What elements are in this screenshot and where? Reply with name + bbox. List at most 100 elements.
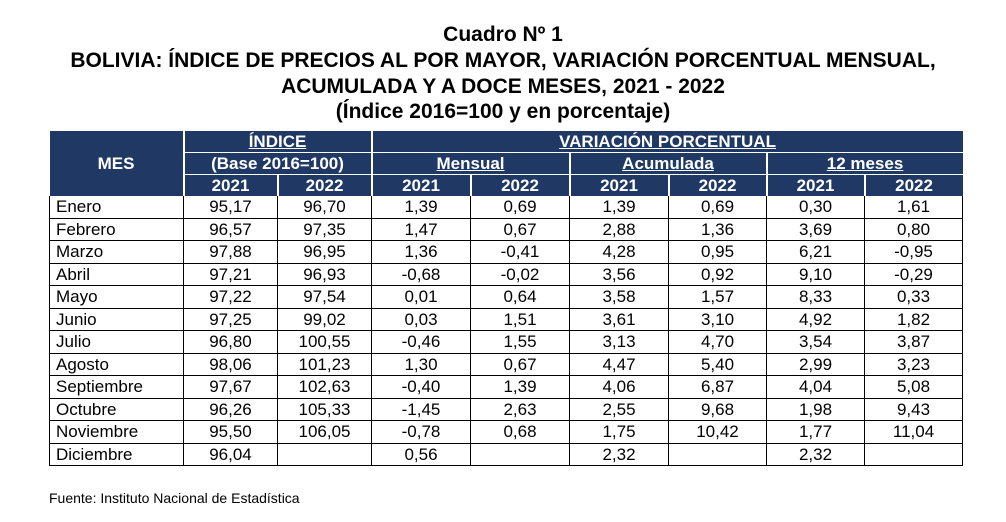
header-doce-meses-label: 12 meses [826,154,904,173]
value-cell: 3,23 [864,353,964,376]
value-cell: 1,98 [766,398,865,421]
table-number: Cuadro Nº 1 [443,23,563,46]
value-cell: 0,30 [766,196,865,219]
value-cell: 4,47 [569,353,669,376]
value-cell: 3,13 [569,330,669,354]
value-cell: 3,10 [668,308,767,331]
month-cell: Septiembre [49,375,184,399]
value-cell: 2,88 [569,218,669,241]
value-cell: 96,93 [277,263,372,286]
value-cell: 3,87 [864,330,964,354]
value-cell: -0,68 [371,263,471,286]
value-cell: 3,58 [569,285,669,309]
month-cell: Febrero [49,218,184,241]
month-cell: Junio [49,308,184,331]
value-cell: 1,75 [569,420,669,444]
value-cell: 105,33 [277,398,372,421]
value-cell: 3,56 [569,263,669,286]
month-cell: Marzo [49,240,184,264]
value-cell: 1,39 [569,196,669,219]
value-cell: 2,55 [569,398,669,421]
value-cell: 97,67 [183,375,278,399]
table-row: Enero 95,17 96,70 1,39 0,69 1,39 0,69 0,30 1,61 [49,196,964,219]
value-cell: 0,33 [864,285,964,309]
month-cell: Julio [49,330,184,354]
value-cell: 95,17 [183,196,278,219]
value-cell: -0,29 [864,263,964,286]
table-row: Septiembre 97,67 102,63 -0,40 1,39 4,06 6,87 4,… [49,375,964,399]
value-cell: 1,47 [371,218,471,241]
value-cell: 0,92 [668,263,767,286]
month-cell: Abril [49,263,184,286]
value-cell [668,443,767,466]
value-cell: 97,25 [183,308,278,331]
value-cell: 96,57 [183,218,278,241]
header-variacion: VARIACIÓN PORCENTUAL [371,131,963,153]
header-year: 2022 [470,174,571,196]
header-base: (Base 2016=100) [183,152,373,175]
table-body: Enero 95,17 96,70 1,39 0,69 1,39 0,69 0,30 1,61 F… [49,196,964,466]
value-cell: 1,39 [470,375,570,399]
value-cell: 98,06 [183,353,278,376]
value-cell: 95,50 [183,420,278,444]
header-mensual-label: Mensual [436,154,505,173]
value-cell: 10,42 [668,420,767,444]
value-cell: 0,03 [371,308,471,331]
table-row: Agosto 98,06 101,23 1,30 0,67 4,47 5,40 2,99 3,2… [49,353,964,376]
month-cell: Noviembre [49,420,184,444]
value-cell: 97,54 [277,285,372,309]
value-cell: 0,67 [470,218,570,241]
header-year: 2021 [569,174,670,196]
value-cell: 0,68 [470,420,570,444]
table-row: Mayo 97,22 97,54 0,01 0,64 3,58 1,57 8,33 0,33 [49,285,964,309]
table-row: Abril 97,21 96,93 -0,68 -0,02 3,56 0,92 9,10 -0,… [49,263,964,286]
value-cell: 102,63 [277,375,372,399]
header-indice-label: ÍNDICE [248,132,307,151]
header-mensual: Mensual [371,152,571,175]
table-row: Junio 97,25 99,02 0,03 1,51 3,61 3,10 4,92 1,82 [49,308,964,331]
value-cell: 96,04 [183,443,278,466]
header-acumulada: Acumulada [569,152,768,175]
month-cell: Mayo [49,285,184,309]
value-cell: 97,22 [183,285,278,309]
month-cell: Enero [49,196,184,219]
table-row: Febrero 96,57 97,35 1,47 0,67 2,88 1,36 3,69 0,8… [49,218,964,241]
header-year: 2022 [277,174,373,196]
value-cell: 4,70 [668,330,767,354]
header-mes: MES [49,131,185,196]
value-cell: 0,01 [371,285,471,309]
value-cell: 101,23 [277,353,372,376]
value-cell: 3,54 [766,330,865,354]
value-cell: 6,87 [668,375,767,399]
header-year: 2022 [864,174,963,196]
value-cell: -0,41 [470,240,570,264]
value-cell: 4,28 [569,240,669,264]
value-cell: 0,67 [470,353,570,376]
value-cell [277,443,372,466]
value-cell: 1,61 [864,196,964,219]
month-cell: Agosto [49,353,184,376]
value-cell: -0,40 [371,375,471,399]
value-cell: 0,69 [470,196,570,219]
header-year: 2022 [668,174,768,196]
value-cell: 1,77 [766,420,865,444]
value-cell: 96,80 [183,330,278,354]
value-cell: 3,61 [569,308,669,331]
table-title-block: Cuadro Nº 1 BOLIVIA: ÍNDICE DE PRECIOS A… [0,22,1006,124]
value-cell: 100,55 [277,330,372,354]
value-cell: 1,39 [371,196,471,219]
value-cell: 4,04 [766,375,865,399]
value-cell: 0,64 [470,285,570,309]
header-acumulada-label: Acumulada [622,154,714,173]
value-cell: 1,82 [864,308,964,331]
table-title-line-1: BOLIVIA: ÍNDICE DE PRECIOS AL POR MAYOR,… [70,49,936,72]
value-cell: 2,32 [569,443,669,466]
value-cell: -0,02 [470,263,570,286]
table-subtitle: (Índice 2016=100 y en porcentaje) [335,100,671,123]
header-doce-meses: 12 meses [766,152,963,175]
header-year: 2021 [371,174,472,196]
value-cell: 96,26 [183,398,278,421]
table-row: Octubre 96,26 105,33 -1,45 2,63 2,55 9,68 1,98 9… [49,398,964,421]
value-cell: 5,08 [864,375,964,399]
value-cell: 8,33 [766,285,865,309]
